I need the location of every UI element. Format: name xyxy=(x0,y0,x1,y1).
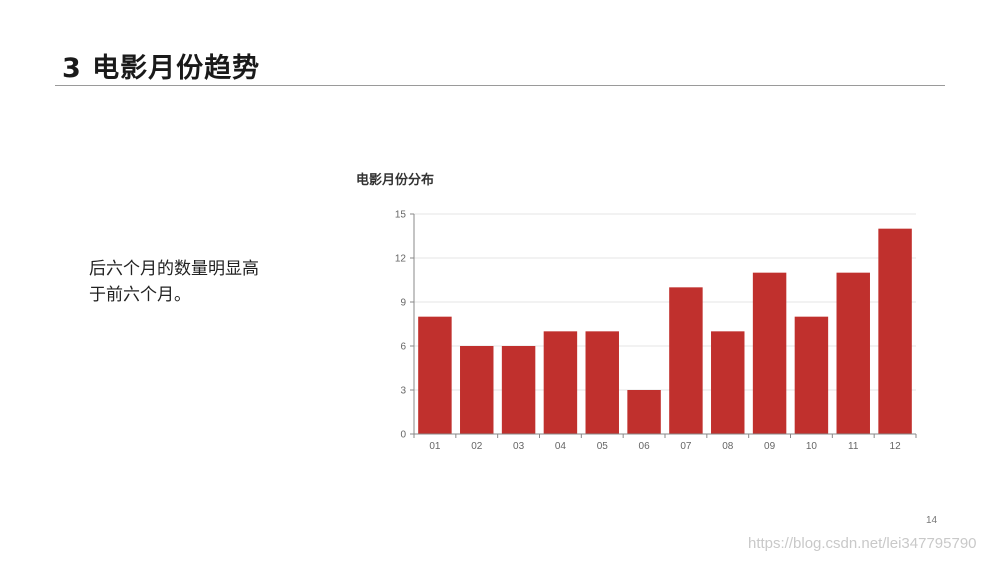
x-tick-label: 10 xyxy=(806,441,818,452)
slide-title: 3 电影月份趋势 xyxy=(62,53,261,84)
y-tick-label: 0 xyxy=(400,430,406,441)
body-text-line: 于前六个月。 xyxy=(89,285,191,305)
x-tick-label: 04 xyxy=(555,441,567,452)
bar-08 xyxy=(711,331,745,434)
bar-10 xyxy=(794,316,829,434)
bar-06 xyxy=(627,390,661,434)
x-tick-label: 02 xyxy=(471,441,483,452)
x-tick-label: 11 xyxy=(848,441,859,452)
bar-02 xyxy=(460,346,494,434)
y-tick-label: 6 xyxy=(400,342,406,353)
x-tick-label: 08 xyxy=(722,441,734,452)
grid-layer xyxy=(414,213,916,391)
bar-04 xyxy=(543,331,578,434)
x-tick-label: 09 xyxy=(764,441,776,452)
y-tick-label: 3 xyxy=(400,386,406,397)
bar-03 xyxy=(501,346,536,434)
chart-title: 电影月份分布 xyxy=(356,172,434,188)
body-text-line: 后六个月的数量明显高 xyxy=(89,259,259,279)
bar-01 xyxy=(418,316,452,434)
bar-07 xyxy=(669,287,703,434)
y-tick-label: 12 xyxy=(395,254,407,265)
y-tick-label: 15 xyxy=(395,210,407,221)
y-tick-label: 9 xyxy=(400,298,406,309)
x-tick-label: 07 xyxy=(680,441,692,452)
bar-11 xyxy=(836,272,870,434)
x-tick-label: 05 xyxy=(597,441,609,452)
title-divider xyxy=(55,85,945,86)
watermark-text: https://blog.csdn.net/lei347795790 xyxy=(748,535,977,552)
x-tick-label: 12 xyxy=(890,441,902,452)
body-text: 后六个月的数量明显高 于前六个月。 xyxy=(89,256,289,308)
bar-12 xyxy=(878,228,912,434)
x-tick-label: 06 xyxy=(639,441,651,452)
bar-09 xyxy=(752,272,787,434)
bar-layer xyxy=(418,228,912,434)
page-number: 14 xyxy=(926,515,938,526)
x-tick-label: 03 xyxy=(513,441,525,452)
x-tick-label: 01 xyxy=(429,441,441,452)
bar-05 xyxy=(585,331,619,434)
